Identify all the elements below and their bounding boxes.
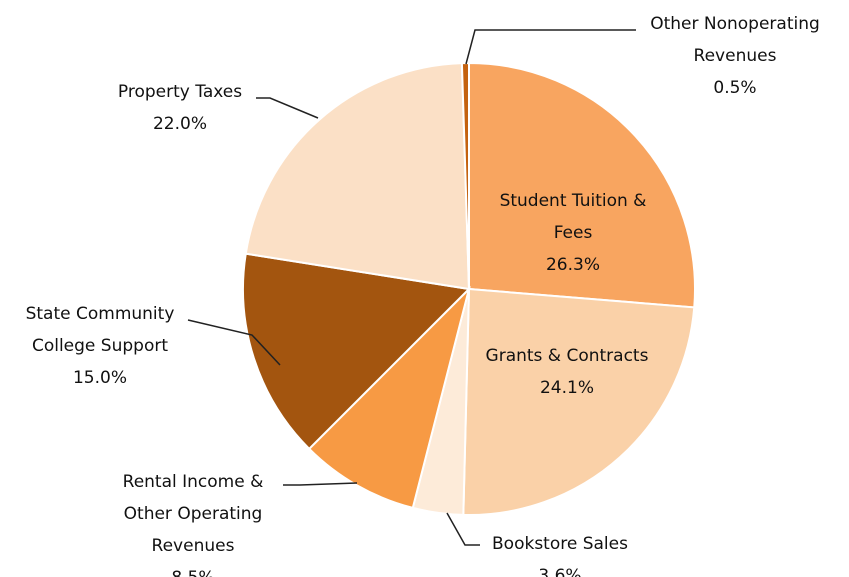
pie-slice [460,61,470,290]
slice-label: Grants & Contracts 24.1% [452,340,682,404]
slice-value: 22.0% [152,114,207,134]
slice-label: Property Taxes 22.0% [80,76,280,140]
slice-label: State Community College Support 15.0% [5,298,195,394]
slice-value: 8.5% [106,562,281,577]
slice-name: Rental Income & Other Operating Revenues [122,472,264,556]
slice-label: Student Tuition & Fees 26.3% [481,185,666,281]
slice-name: Grants & Contracts [485,346,649,366]
pie-slice [307,285,471,510]
slice-label: Bookstore Sales 3.6% [460,528,660,577]
slice-value: 3.6% [538,566,582,577]
leader-line [446,512,480,546]
slice-value: 15.0% [72,368,127,388]
slice-name: Student Tuition & Fees [499,191,647,243]
slice-name: State Community College Support [25,304,175,356]
slice-name: Bookstore Sales [492,534,628,554]
slice-name: Other Nonoperating Revenues [650,14,820,66]
pie-slice [462,287,696,516]
slice-name: Property Taxes [117,82,243,102]
slice-label: Other Nonoperating Revenues 0.5% [625,8,845,104]
leader-line [465,29,636,65]
leader-line [256,97,319,119]
pie-slice [244,62,471,291]
pie-slice [242,252,472,451]
slice-value: 0.5% [713,78,757,98]
leader-line [283,482,358,486]
slice-label: Rental Income & Other Operating Revenues… [106,466,281,577]
slice-value: 26.3% [545,255,600,275]
pie-slice [468,61,696,309]
slice-value: 24.1% [539,378,594,398]
slices [242,61,696,516]
leader-line [187,319,281,366]
